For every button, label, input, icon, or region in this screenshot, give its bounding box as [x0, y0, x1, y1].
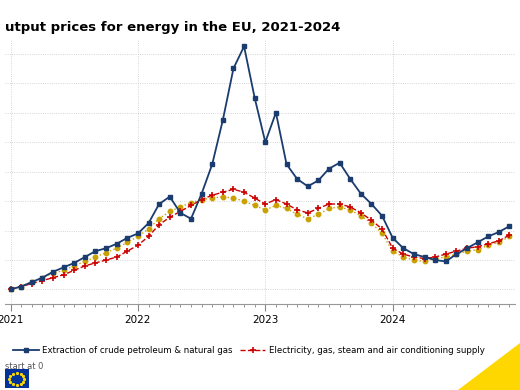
- Text: utput prices for energy in the EU, 2021-2024: utput prices for energy in the EU, 2021-…: [5, 21, 341, 34]
- Polygon shape: [458, 343, 520, 390]
- Legend: Extraction of crude petroleum & natural gas, Electricity, gas, steam and air con: Extraction of crude petroleum & natural …: [9, 343, 488, 359]
- Text: start at 0: start at 0: [5, 362, 44, 370]
